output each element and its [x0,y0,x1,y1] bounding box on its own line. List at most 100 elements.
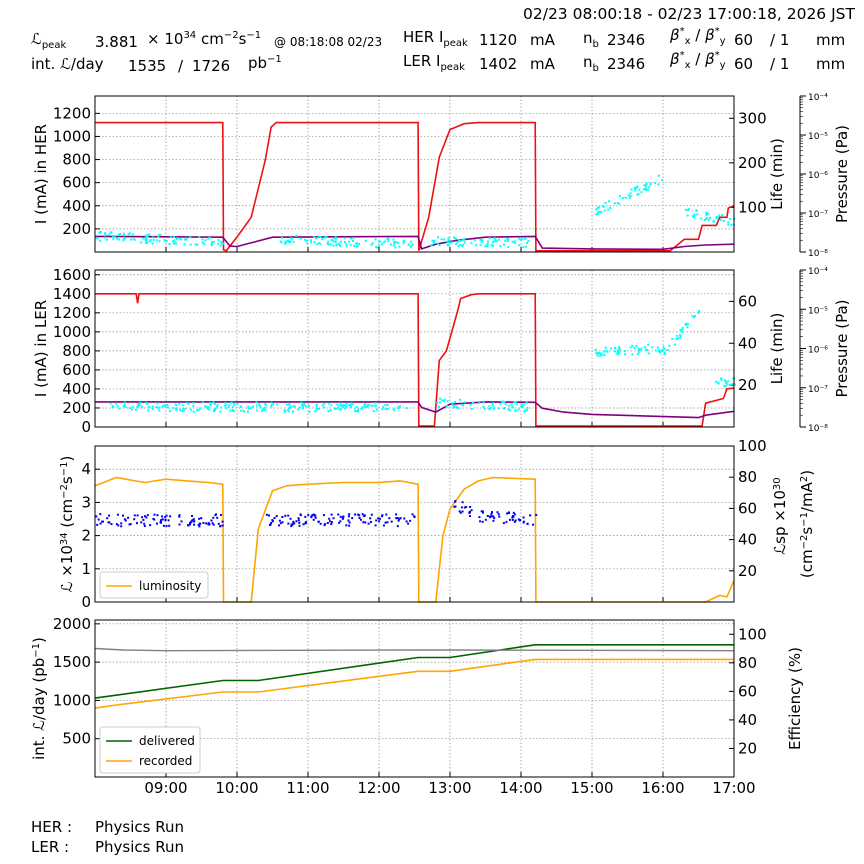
scatter-point-1-2-62 [463,241,466,244]
scatter-point-1-2-19 [446,240,449,243]
lpeak-unit-s: s [238,30,247,48]
scatter-point-1-0-34 [217,242,220,245]
scatter-point-3-1-89 [347,515,350,518]
scatter-point-3-2-14 [529,514,532,517]
lpeak-value: 3.881 [95,33,138,51]
scatter-point-1-1-83 [378,244,381,247]
plot-frame-3 [94,445,735,603]
scatter-point-1-0-7 [158,240,161,243]
xtick-label-6: 15:00 [570,779,613,797]
scatter-point-2-0-45 [158,406,161,409]
intl-label: int. ℒ/day [31,55,104,73]
scatter-point-2-0-36 [384,408,387,411]
pressure-tick-label-1-3: 10⁻⁵ [808,132,828,142]
ylabel-3-part-6: −1 [59,462,70,477]
scatter-point-2-1-42 [521,403,524,406]
scatter-point-1-0-40 [203,243,206,245]
scatter-point-1-0-26 [198,236,201,239]
scatter-point-2-0-186 [128,407,131,409]
scatter-point-2-0-100 [384,403,387,406]
scatter-point-1-1-75 [292,241,295,244]
ler-ipeak-unit: mA [530,55,555,73]
scatter-point-1-0-91 [211,241,214,244]
scatter-point-3-1-15 [361,513,364,516]
scatter-point-3-1-39 [273,517,276,519]
scatter-point-1-0-69 [156,239,159,242]
scatter-point-3-0-28 [136,514,139,517]
scatter-point-2-1-30 [524,409,526,412]
scatter-point-1-2-0 [461,238,464,241]
scatter-point-3-2-17 [535,513,538,516]
scatter-point-3-0-61 [180,520,183,523]
scatter-point-2-2-27 [643,346,646,349]
scatter-point-1-0-92 [220,242,223,245]
scatter-point-2-1-61 [492,405,495,408]
scatter-point-2-1-7 [525,401,528,404]
scatter-point-1-1-13 [319,242,322,245]
scatter-point-1-4-21 [712,220,715,223]
series-line-2-pressure [95,401,735,419]
scatter-point-1-1-93 [407,243,410,246]
scatter-point-2-1-69 [511,406,514,409]
scatter-point-2-1-70 [521,405,524,408]
scatter-point-2-2-39 [629,346,632,349]
scatter-point-2-3-19 [674,343,677,346]
scatter-point-1-2-50 [461,244,464,247]
scatter-point-3-0-92 [152,517,155,520]
scatter-point-1-2-49 [470,242,473,245]
scatter-point-2-1-46 [488,407,491,410]
scatter-point-2-4-4 [724,384,727,387]
scatter-point-2-0-43 [161,405,164,408]
scatter-point-3-0-56 [133,518,136,521]
y2label-3-line1-part-3: 30 [772,477,783,490]
scatter-point-1-0-74 [201,241,204,244]
scatter-point-2-0-111 [357,408,360,411]
scatter-point-1-1-74 [283,242,286,245]
scatter-point-2-0-141 [174,407,177,410]
scatter-point-3-0-53 [216,516,219,519]
scatter-point-2-0-205 [288,406,291,409]
scatter-point-2-1-63 [509,409,512,412]
scatter-point-1-1-80 [393,241,395,244]
scatter-point-1-0-78 [169,236,172,239]
scatter-point-3-1-8 [390,520,393,523]
scatter-point-1-2-12 [507,246,510,249]
scatter-point-2-0-195 [283,409,286,412]
scatter-point-3-3-11 [461,506,463,509]
scatter-point-3-2-18 [498,515,501,518]
intl-unit-pb: pb [248,54,268,72]
scatter-point-1-0-72 [204,239,207,242]
scatter-point-1-2-6 [475,244,478,247]
scatter-point-1-2-34 [503,243,505,246]
scatter-point-1-1-71 [339,240,342,243]
scatter-point-1-3-47 [637,192,640,195]
scatter-point-1-3-23 [613,202,616,205]
scatter-point-3-1-6 [396,525,399,528]
y2tick-label-4-0: 20 [738,739,757,757]
scatter-point-1-3-0 [657,174,660,177]
scatter-point-1-3-36 [608,200,610,203]
scatter-point-2-0-10 [131,405,134,408]
scatter-point-2-1-16 [508,404,511,407]
scatter-point-1-3-21 [630,188,633,191]
scatter-point-1-2-47 [527,240,530,242]
scatter-point-2-1-27 [517,408,520,411]
scatter-point-2-0-164 [258,403,260,406]
scatter-point-2-2-16 [662,345,665,348]
scatter-point-1-3-27 [647,188,650,191]
scatter-point-1-2-40 [499,244,502,247]
scatter-point-3-0-11 [189,523,191,526]
scatter-point-3-2-37 [490,515,493,518]
scatter-point-1-3-34 [645,184,647,186]
scatter-point-1-0-84 [201,238,204,241]
scatter-point-2-0-171 [345,403,348,405]
scatter-point-1-1-98 [330,238,333,241]
intl-delivered: 1535 [128,57,167,75]
scatter-point-3-0-69 [221,520,224,523]
scatter-point-2-0-155 [315,408,318,411]
scatter-point-1-4-19 [693,216,696,219]
scatter-point-3-0-83 [99,522,102,525]
scatter-point-1-1-84 [355,242,358,245]
scatter-point-3-0-31 [129,523,132,526]
y2label-3-line2-part-1: −2 [799,535,810,550]
